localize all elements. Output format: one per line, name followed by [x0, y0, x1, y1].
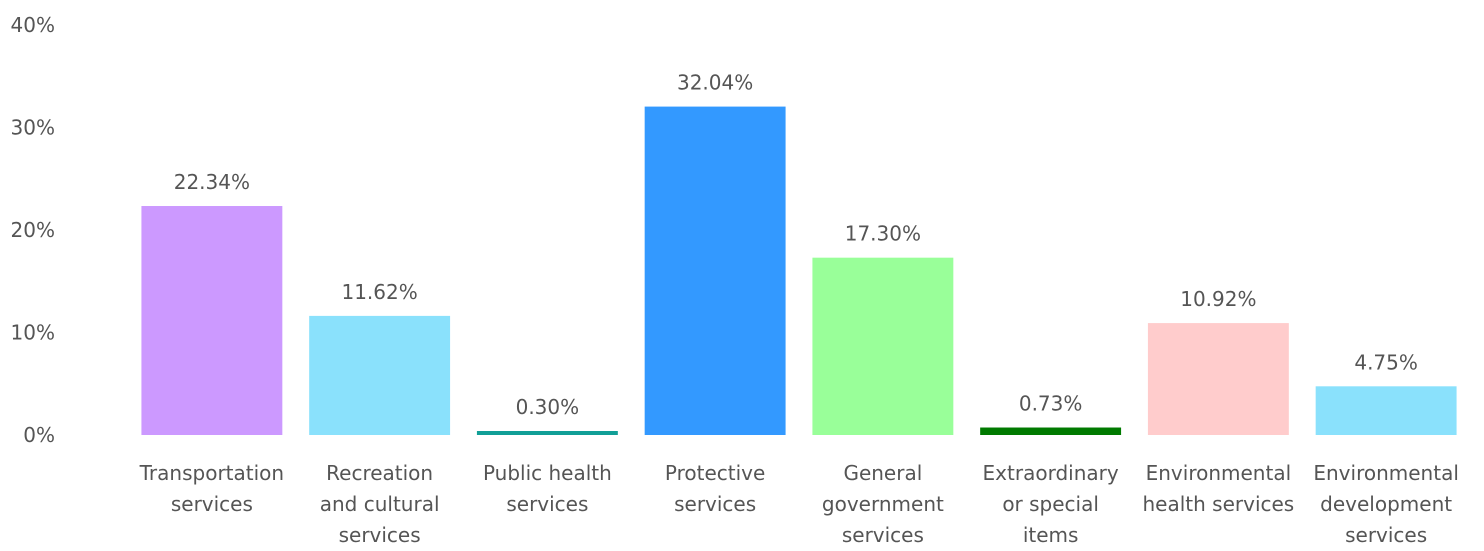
- category-label: Extraordinary or special items: [983, 461, 1119, 547]
- y-tick-label: 30%: [11, 116, 55, 140]
- category-label-line: health services: [1143, 492, 1295, 516]
- data-label: 0.73%: [1019, 392, 1083, 416]
- category-label-line: development: [1320, 492, 1452, 516]
- data-labels: 22.34% 11.62% 0.30% 32.04% 17.30% 0.73% 10.92%…: [174, 71, 1418, 419]
- bar: [1315, 386, 1457, 435]
- category-label-line: Environmental: [1313, 461, 1459, 485]
- bar: [1147, 323, 1289, 435]
- bar: [309, 315, 451, 435]
- category-label: Environmental development services: [1313, 461, 1459, 547]
- data-label: 4.75%: [1354, 350, 1418, 374]
- data-label: 22.34%: [174, 170, 250, 194]
- category-label-line: Protective: [665, 461, 765, 485]
- y-axis: 0% 10% 20% 30% 40%: [11, 13, 55, 447]
- category-label-line: services: [171, 492, 253, 516]
- bar: [141, 206, 283, 435]
- category-label-line: services: [674, 492, 756, 516]
- category-label: Recreation and cultural services: [320, 461, 440, 547]
- bar: [812, 257, 954, 435]
- category-label-line: General: [843, 461, 922, 485]
- category-label-line: services: [842, 523, 924, 547]
- category-label-line: or special: [1002, 492, 1099, 516]
- category-label: Public health services: [483, 461, 612, 516]
- category-label-line: government: [822, 492, 944, 516]
- category-label-line: Extraordinary: [983, 461, 1119, 485]
- data-label: 32.04%: [677, 71, 753, 95]
- y-tick-label: 0%: [23, 423, 55, 447]
- y-tick-label: 40%: [11, 13, 55, 37]
- bar: [476, 431, 618, 435]
- bar: [644, 106, 786, 435]
- category-label-line: services: [1345, 523, 1427, 547]
- category-label: Protective services: [665, 461, 765, 516]
- x-axis: Transportation services Recreation and cult…: [139, 461, 1459, 547]
- y-tick-label: 10%: [11, 321, 55, 345]
- category-label-line: services: [506, 492, 588, 516]
- bar: [980, 427, 1122, 435]
- category-label-line: Recreation: [326, 461, 433, 485]
- category-label: Environmental health services: [1143, 461, 1295, 516]
- category-label-line: services: [339, 523, 421, 547]
- data-label: 10.92%: [1180, 287, 1256, 311]
- category-label-line: Public health: [483, 461, 612, 485]
- data-label: 11.62%: [341, 280, 417, 304]
- data-label: 0.30%: [516, 395, 580, 419]
- category-label: General government services: [822, 461, 944, 547]
- category-label-line: Transportation: [139, 461, 284, 485]
- data-label: 17.30%: [845, 222, 921, 246]
- category-label-line: and cultural: [320, 492, 440, 516]
- category-label: Transportation services: [139, 461, 284, 516]
- category-label-line: items: [1023, 523, 1079, 547]
- y-tick-label: 20%: [11, 218, 55, 242]
- bars: [141, 106, 1457, 435]
- category-label-line: Environmental: [1146, 461, 1292, 485]
